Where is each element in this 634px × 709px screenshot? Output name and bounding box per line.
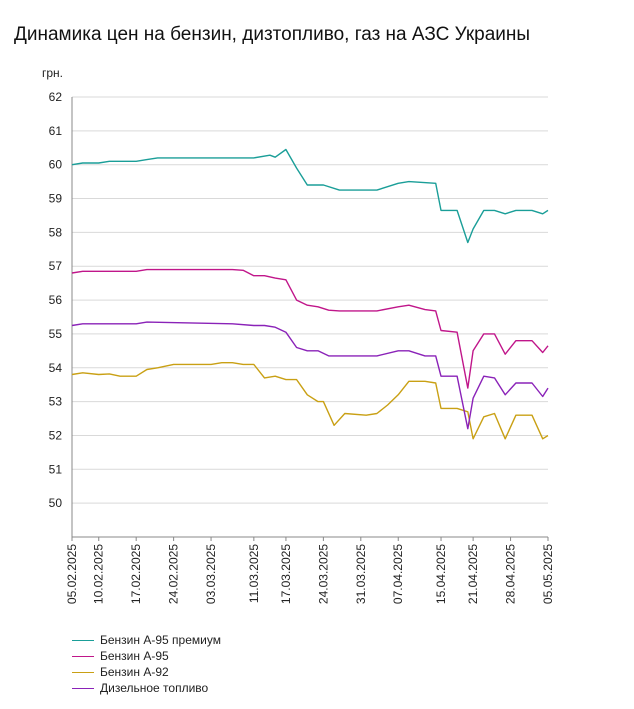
- grid-lines: [72, 96, 548, 504]
- x-tick-label: 17.02.2025: [129, 544, 143, 604]
- legend-item: Бензин А-95 премиум: [72, 632, 221, 648]
- y-tick-label: 53: [49, 395, 63, 409]
- legend-item: Бензин А-92: [72, 664, 221, 680]
- line-chart: 50 51 52 53 54 55 56 57 58 59 60 61 62 05.02.2025 10.0…: [42, 66, 555, 604]
- x-tick-label: 21.04.2025: [466, 544, 480, 604]
- series-lines: [71, 148, 549, 440]
- y-tick-label: 52: [49, 428, 63, 442]
- x-tick-label: 28.04.2025: [504, 544, 518, 604]
- legend-label: Бензин А-92: [100, 665, 169, 679]
- y-tick-label: 61: [49, 124, 63, 138]
- y-tick-label: 57: [49, 259, 63, 273]
- x-tick-label: 07.04.2025: [391, 544, 405, 604]
- x-tick-label: 03.03.2025: [204, 544, 218, 604]
- x-tick-label: 05.02.2025: [65, 544, 79, 604]
- legend-swatch: [72, 687, 94, 689]
- legend-swatch: [72, 655, 94, 657]
- y-tick-label: 62: [49, 90, 63, 104]
- x-tick-label: 24.03.2025: [316, 544, 330, 604]
- series-line-1: [71, 148, 549, 244]
- series-line-4: [71, 321, 549, 430]
- legend-label: Дизельное топливо: [100, 681, 209, 695]
- x-tick-label: 24.02.2025: [167, 544, 181, 604]
- y-axis-title: грн.: [42, 66, 63, 80]
- legend: Бензин А-95 премиум Бензин А-95 Бензин А-9…: [72, 632, 221, 696]
- legend-item: Дизельное топливо: [72, 680, 221, 696]
- legend-label: Бензин А-95 премиум: [100, 633, 221, 647]
- y-tick-label: 50: [49, 496, 63, 510]
- y-tick-label: 56: [49, 293, 63, 307]
- x-tick-label: 05.05.2025: [541, 544, 555, 604]
- legend-label: Бензин А-95: [100, 649, 169, 663]
- legend-item: Бензин А-95: [72, 648, 221, 664]
- y-tick-label: 51: [49, 462, 63, 476]
- x-tick-label: 17.03.2025: [279, 544, 293, 604]
- x-tick-label: 10.02.2025: [92, 544, 106, 604]
- x-tick-label: 15.04.2025: [434, 544, 448, 604]
- legend-swatch: [72, 671, 94, 673]
- y-tick-label: 60: [49, 158, 63, 172]
- y-tick-label: 58: [49, 225, 63, 239]
- x-tick-label: 31.03.2025: [354, 544, 368, 604]
- y-tick-label: 59: [49, 192, 63, 206]
- legend-swatch: [72, 639, 94, 641]
- chart-title: Динамика цен на бензин, дизтопливо, газ …: [14, 24, 531, 45]
- axes: 50 51 52 53 54 55 56 57 58 59 60 61 62 05.02.2025 10.0…: [49, 90, 555, 604]
- series-line-2: [71, 268, 549, 389]
- y-tick-label: 54: [49, 361, 63, 375]
- x-tick-label: 11.03.2025: [247, 544, 261, 603]
- series-line-3: [71, 362, 549, 440]
- y-tick-label: 55: [49, 327, 63, 341]
